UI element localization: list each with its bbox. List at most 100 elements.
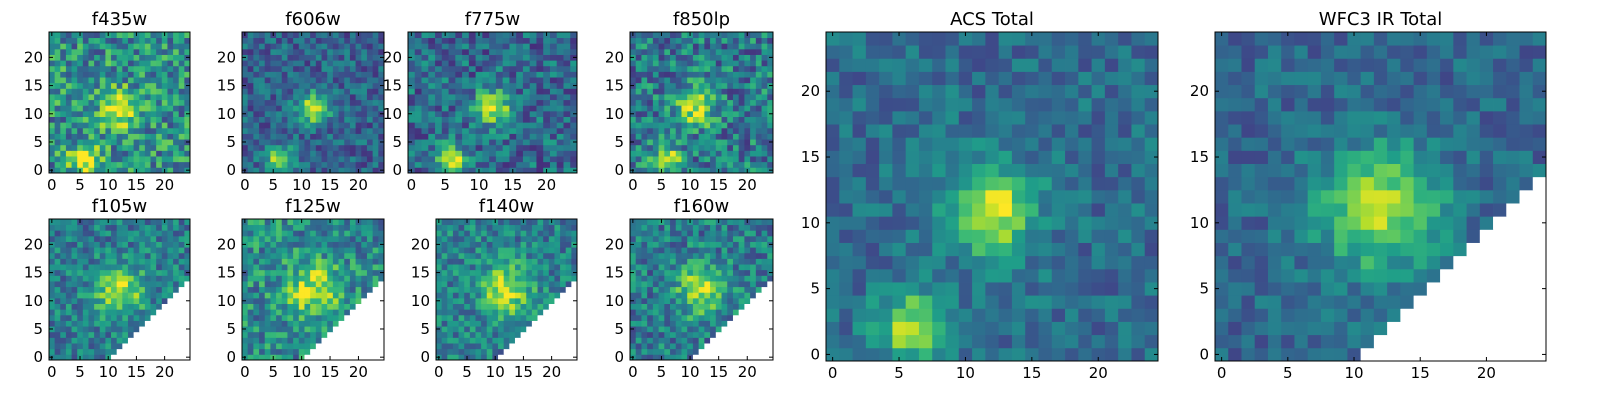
pixel-cell [88,150,95,157]
pixel-cell [630,71,637,78]
pixel-cell [150,71,157,78]
pixel-cell [452,309,459,316]
pixel-cell [338,303,345,310]
pixel-cell [509,127,517,134]
pixel-cell [744,314,751,321]
pixel-cell [88,167,95,174]
pixel-cell [520,320,527,327]
pixel-cell [482,60,490,67]
pixel-cell [664,88,671,95]
pixel-cell [516,54,524,61]
pixel-cell [247,275,254,282]
pixel-cell [755,144,762,151]
pixel-cell [99,314,106,321]
pixel-cell [310,133,317,140]
pixel-cell [750,99,757,106]
pixel-cell [378,161,385,168]
pixel-cell [178,77,185,84]
pixel-cell [161,161,168,168]
pixel-cell [698,77,705,84]
pixel-cell [99,88,106,95]
pixel-cell [139,32,146,39]
pixel-cell [361,320,368,327]
pixel-cell [287,286,294,293]
pixel-cell [71,219,78,226]
pixel-cell [327,99,334,106]
pixel-cell [105,320,112,327]
pixel-cell [156,133,163,140]
pixel-cell [710,54,717,61]
pixel-cell [287,326,294,333]
pixel-cell [54,275,61,282]
pixel-cell [82,94,89,101]
pixel-cell [321,343,328,350]
pixel-cell [298,139,305,146]
pixel-cell [554,219,561,226]
pixel-cell [452,281,459,288]
pixel-cell [77,60,84,67]
pixel-cell [276,122,283,129]
pixel-cell [630,320,637,327]
pixel-cell [681,275,688,282]
pixel-cell [82,286,89,293]
pixel-cell [315,320,322,327]
pixel-cell [744,156,751,163]
pixel-cell [498,326,505,333]
pixel-cell [77,37,84,44]
pixel-cell [435,54,443,61]
pixel-cell [455,54,463,61]
pixel-cell [630,314,637,321]
pixel-cell [173,116,180,123]
pixel-cell [287,219,294,226]
pixel-cell [378,144,385,151]
pixel-cell [698,122,705,129]
pixel-cell [421,37,429,44]
pixel-cell [556,150,564,157]
pixel-cell [259,320,266,327]
pixel-cell [372,37,379,44]
pixel-cell [127,122,134,129]
pixel-cell [156,235,163,242]
pixel-cell [71,331,78,338]
pixel-cell [310,65,317,72]
pixel-cell [556,156,564,163]
pixel-cell [71,264,78,271]
pixel-cell [744,133,751,140]
pixel-cell [468,144,476,151]
pixel-cell [116,292,123,299]
pixel-cell [54,88,61,95]
pixel-cell [502,167,510,174]
pixel-cell [242,94,249,101]
pixel-cell [441,337,448,344]
pixel-cell [247,37,254,44]
pixel-cell [338,139,345,146]
pixel-cell [116,167,123,174]
pixel-cell [543,264,550,271]
pixel-cell [372,48,379,55]
pixel-cell [281,258,288,265]
pixel-cell [247,60,254,67]
pixel-cell [378,127,385,134]
pixel-cell [167,235,174,242]
pixel-cell [344,139,351,146]
pixel-cell [111,241,118,248]
pixel-cell [536,122,544,129]
pixel-cell [486,224,493,231]
pixel-cell [529,110,537,117]
pixel-cell [378,77,385,84]
pixel-cell [116,54,123,61]
pixel-cell [327,343,334,350]
pixel-cell [88,309,95,316]
pixel-cell [548,292,555,299]
pixel-cell [184,116,191,123]
pixel-cell [259,54,266,61]
pixel-cell [88,269,95,276]
pixel-cell [247,167,254,174]
pixel-cell [65,235,72,242]
pixel-cell [139,224,146,231]
pixel-cell [167,167,174,174]
pixel-cell [54,258,61,265]
pixel-cell [469,326,476,333]
pixel-cell [641,99,648,106]
pixel-cell [738,32,745,39]
